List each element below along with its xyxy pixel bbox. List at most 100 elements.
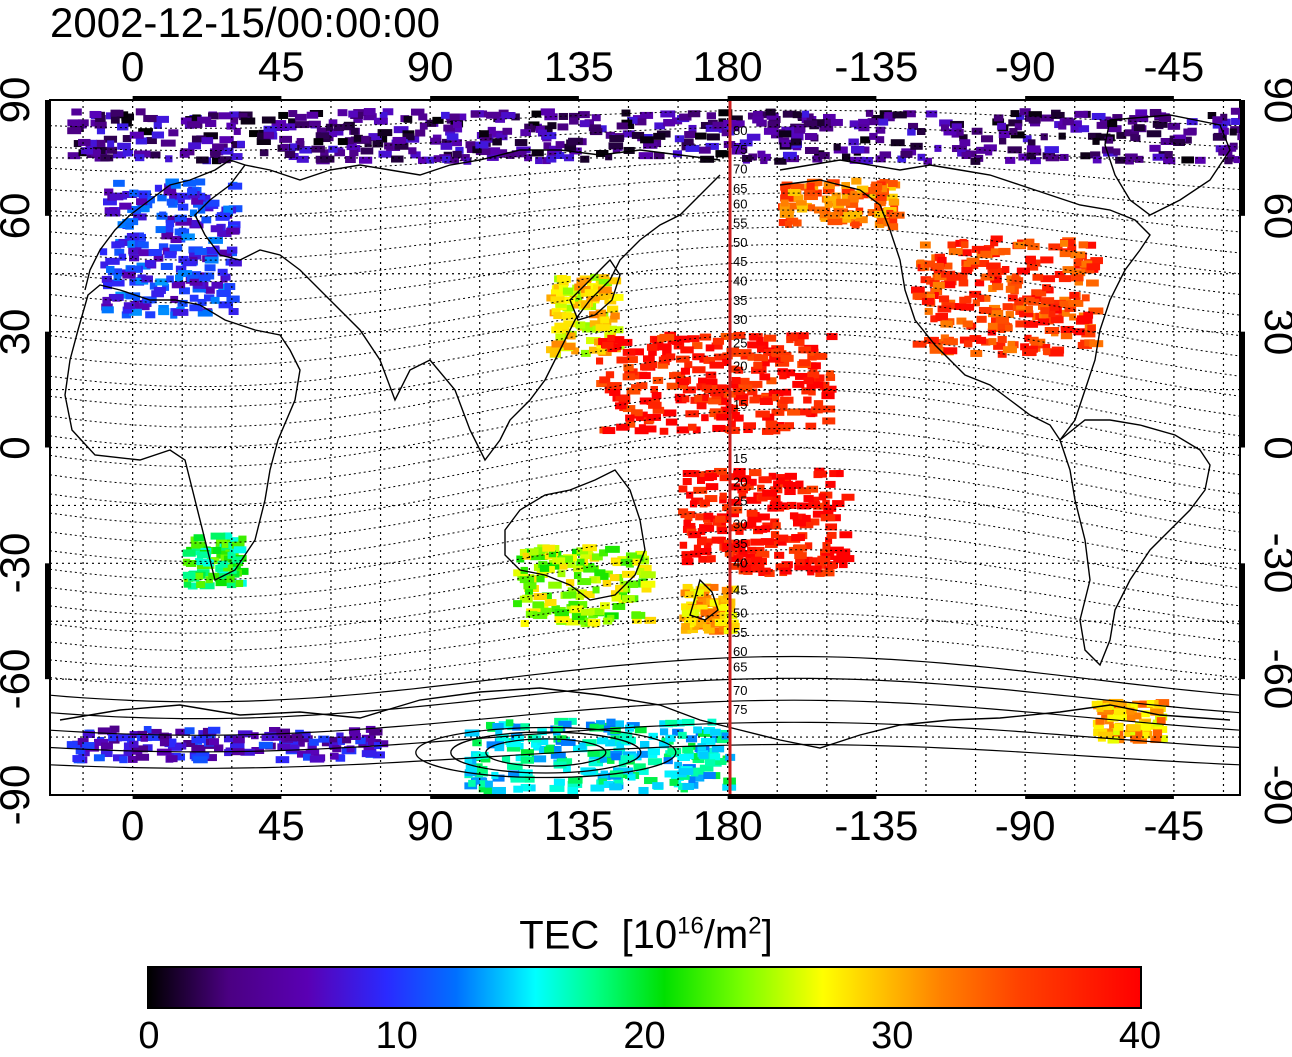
tec-cell-pacific-south — [689, 500, 698, 508]
lat-tick-label: 90 — [1256, 76, 1292, 124]
tec-cell-arctic — [1040, 114, 1054, 122]
tec-cell-new-zealand — [680, 626, 692, 634]
tec-cell-south-africa — [185, 559, 197, 567]
tec-cell-arctic — [951, 123, 962, 131]
tec-cell-arctic — [917, 153, 926, 161]
tec-cell-australia — [513, 600, 522, 608]
tec-cell-europe — [226, 227, 240, 235]
tec-cell-antarctica-west — [133, 745, 148, 753]
tec-cell-arctic — [392, 136, 407, 144]
tec-cell-antarctica-east — [636, 767, 649, 775]
tec-cell-antarctica-east — [465, 764, 478, 772]
lat-tick-label: -60 — [1256, 648, 1292, 710]
tec-cell-pacific-north — [705, 344, 715, 352]
tec-cell-arctic — [1224, 157, 1233, 165]
tec-cell-australia — [530, 575, 545, 583]
tec-cell-pacific-north — [646, 398, 660, 406]
tec-cell-north-america — [969, 290, 982, 298]
tec-cell-antarctica-east — [560, 738, 576, 746]
tec-cell-pacific-north — [599, 376, 611, 384]
tec-cell-pacific-south — [802, 514, 811, 522]
tec-cell-antarctica-east — [567, 780, 583, 788]
tec-cell-north-america — [1089, 340, 1104, 348]
tec-cell-pacific-south — [758, 476, 772, 484]
tec-cell-arctic — [295, 121, 310, 129]
tec-cell-australia — [570, 605, 584, 613]
tec-cell-arctic — [1014, 123, 1022, 131]
tec-cell-europe — [169, 244, 183, 252]
tec-cell-antarctica-east — [697, 743, 706, 751]
tec-cell-antarctica-east — [698, 751, 709, 759]
tec-cell-alaska — [781, 181, 793, 189]
tec-cell-pacific-south — [796, 502, 811, 510]
tec-cell-antarctica-west — [208, 738, 219, 746]
tec-cell-arctic — [1164, 151, 1173, 159]
tec-cell-arctic — [271, 120, 287, 128]
tec-cell-north-america — [961, 241, 969, 249]
tec-cell-antarctica-east — [553, 778, 565, 786]
tec-cell-arctic — [1181, 156, 1195, 164]
tec-cell-north-america — [969, 335, 982, 343]
tec-cell-pacific-north — [623, 364, 634, 372]
tec-cell-north-america — [1060, 332, 1073, 340]
tec-cell-japan — [595, 309, 607, 317]
tec-cell-arctic — [543, 142, 552, 150]
meridian-label: 25 — [733, 335, 747, 350]
tec-cell-arctic — [1101, 146, 1114, 154]
tec-cell-pacific-south — [728, 562, 741, 570]
tec-cell-pacific-north — [651, 392, 662, 400]
tec-cell-north-america — [1081, 330, 1096, 338]
tec-cell-arctic — [1218, 148, 1233, 156]
lat-tick-label: 30 — [1256, 308, 1292, 356]
tec-cell-pacific-north — [675, 378, 690, 386]
tec-cell-arctic — [415, 129, 426, 137]
tec-cell-pacific-south — [775, 563, 790, 571]
tec-cell-arctic — [1010, 110, 1020, 118]
tec-cell-arctic — [531, 149, 544, 157]
tec-cell-antarctic-peninsula — [1098, 731, 1113, 739]
tec-cell-north-america — [1024, 305, 1033, 313]
tec-cell-pacific-north — [636, 382, 648, 390]
tec-cell-arctic — [156, 115, 169, 123]
tec-cell-arctic — [869, 132, 878, 140]
tec-cell-north-america — [1088, 307, 1104, 315]
tec-cell-north-america — [929, 346, 945, 354]
tec-cell-antarctica-east — [590, 784, 605, 792]
tec-cell-arctic — [100, 154, 114, 162]
tec-cell-pacific-north — [666, 382, 678, 390]
tec-cell-japan — [598, 286, 612, 294]
tec-cell-antarctica-east — [596, 720, 605, 728]
tec-cell-antarctica-east — [491, 786, 506, 794]
tec-cell-pacific-south — [776, 477, 785, 485]
tec-cell-pacific-south — [741, 483, 751, 491]
tec-cell-pacific-north — [642, 355, 655, 363]
tec-cell-japan — [554, 322, 570, 330]
tec-cell-alaska — [804, 188, 816, 196]
tec-cell-europe — [169, 192, 178, 200]
tec-cell-arctic — [569, 117, 579, 125]
tec-cell-pacific-north — [722, 352, 733, 360]
tec-cell-australia — [544, 599, 557, 607]
tec-cell-north-america — [1011, 273, 1020, 281]
coastline-japan — [569, 258, 621, 321]
tec-cell-australia — [592, 586, 600, 594]
grid — [50, 100, 1240, 795]
tec-cell-arctic — [980, 135, 994, 143]
tec-cell-antarctica-east — [530, 740, 540, 748]
tec-cell-pacific-north — [692, 353, 705, 361]
tec-cell-arctic — [73, 140, 82, 148]
tec-cell-pacific-north — [761, 359, 770, 367]
tec-cell-arctic — [535, 157, 543, 165]
tec-cell-arctic — [858, 124, 870, 132]
tec-cell-north-america — [1031, 295, 1042, 303]
tec-cell-alaska — [786, 202, 799, 210]
tec-cell-antarctica-west — [149, 733, 161, 741]
tec-cell-arctic — [122, 135, 132, 143]
tec-cell-arctic — [345, 155, 356, 163]
tec-cell-antarctica-west — [258, 741, 273, 749]
tec-cell-north-america — [990, 239, 999, 247]
tec-cell-alaska — [836, 198, 851, 206]
tec-cell-pacific-north — [609, 343, 622, 351]
tec-cell-europe — [155, 226, 166, 234]
tec-cell-pacific-north — [821, 405, 836, 413]
